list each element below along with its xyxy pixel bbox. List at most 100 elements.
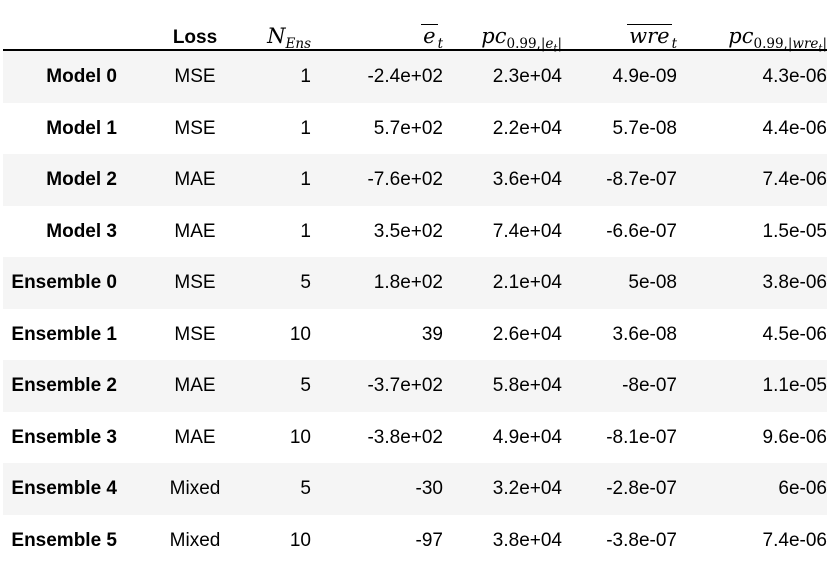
cell-mean-error: -2.4e+02 [367,66,443,88]
cell-mean-error: 39 [421,323,443,345]
cell-pc-error: 2.3e+04 [492,66,562,88]
table-row: Ensemble 5 Mixed 10 -97 3.8e+04 -3.8e-07… [3,515,827,567]
cell-pc-error: 2.2e+04 [492,117,562,139]
row-label: Model 3 [46,220,117,242]
row-label: Ensemble 5 [11,529,117,551]
pc-subscript: 0.99,|et| [506,36,563,55]
cell-n-ens: 5 [300,375,311,397]
cell-n-ens: 1 [300,169,311,191]
cell-mean-error: -3.7e+02 [367,375,443,397]
cell-n-ens: 1 [300,66,311,88]
cell-n-ens: 10 [289,323,311,345]
row-label: Ensemble 2 [11,375,117,397]
overline-bar: e [421,24,438,48]
pc-sub-suffix: | [822,36,827,53]
cell-pc-wre: 4.4e-06 [762,117,827,139]
table-row: Ensemble 1 MSE 10 39 2.6e+04 3.6e-08 4.5… [3,309,827,361]
pc-symbol: pc [728,24,754,48]
table-row: Model 3 MAE 1 3.5e+02 7.4e+04 -6.6e-07 1… [3,206,827,258]
cell-pc-error: 5.8e+04 [492,375,562,397]
cell-pc-wre: 1.1e-05 [762,375,827,397]
cell-mean-error: -30 [415,478,443,500]
cell-pc-wre: 4.3e-06 [762,66,827,88]
wre-symbol: wre [629,24,670,48]
row-label: Ensemble 3 [11,426,117,448]
cell-mean-wre: -2.8e-07 [606,478,677,500]
cell-mean-error: 3.5e+02 [373,220,443,242]
cell-pc-wre: 7.4e-06 [762,529,827,551]
cell-pc-error: 3.2e+04 [492,478,562,500]
pc-sub-prefix: 0.99,| [506,36,546,53]
cell-mean-wre: 4.9e-09 [612,66,677,88]
cell-pc-error: 3.8e+04 [492,529,562,551]
col-header-mean-wre: wre t [562,24,677,51]
cell-mean-error: -97 [415,529,443,551]
overline-bar: wre [627,24,672,48]
cell-loss: MSE [174,117,216,139]
cell-pc-error: 3.6e+04 [492,169,562,191]
cell-loss: MAE [174,169,216,191]
cell-loss: MAE [174,426,216,448]
cell-n-ens: 5 [300,272,311,294]
cell-loss: MSE [174,272,216,294]
cell-n-ens: 1 [300,117,311,139]
cell-mean-error: -7.6e+02 [367,169,443,191]
cell-mean-wre: 3.6e-08 [612,323,677,345]
table-row: Model 2 MAE 1 -7.6e+02 3.6e+04 -8.7e-07 … [3,154,827,206]
cell-mean-wre: 5e-08 [628,272,677,294]
cell-pc-wre: 9.6e-06 [762,426,827,448]
cell-n-ens: 10 [289,529,311,551]
e-symbol: e [423,24,436,48]
n-symbol: N [267,24,286,48]
row-label: Model 1 [46,117,117,139]
n-subscript: Ens [285,36,311,53]
pc-sub-suffix: | [557,36,562,53]
cell-pc-error: 2.1e+04 [492,272,562,294]
table-body: Model 0 MSE 1 -2.4e+02 2.3e+04 4.9e-09 4… [3,51,827,566]
cell-pc-error: 4.9e+04 [492,426,562,448]
table-row: Model 1 MSE 1 5.7e+02 2.2e+04 5.7e-08 4.… [3,103,827,155]
row-label: Ensemble 1 [11,323,117,345]
pc-subscript: 0.99,|wret| [753,36,828,54]
pc-sub-subscript: t [553,43,558,55]
cell-pc-wre: 1.5e-05 [762,220,827,242]
cell-mean-wre: -8.1e-07 [606,426,677,448]
table-row: Ensemble 4 Mixed 5 -30 3.2e+04 -2.8e-07 … [3,463,827,515]
cell-mean-wre: -3.8e-07 [606,529,677,551]
pc-sub-variable: wre [792,36,819,53]
table-row: Ensemble 3 MAE 10 -3.8e+02 4.9e+04 -8.1e… [3,412,827,464]
row-label: Ensemble 4 [11,478,117,500]
col-header-pc-wre: pc0.99,|wret| [677,24,828,55]
cell-pc-error: 7.4e+04 [492,220,562,242]
cell-n-ens: 1 [300,220,311,242]
pc-sub-prefix: 0.99,| [753,36,793,53]
row-label: Ensemble 0 [11,272,117,294]
cell-mean-error: 1.8e+02 [373,272,443,294]
cell-loss: Mixed [169,529,221,551]
cell-pc-wre: 6e-06 [778,478,827,500]
col-header-n-ens: NEns [250,24,313,51]
cell-mean-error: -3.8e+02 [367,426,443,448]
table-row: Model 0 MSE 1 -2.4e+02 2.3e+04 4.9e-09 4… [3,51,827,103]
cell-pc-wre: 4.5e-06 [762,323,827,345]
cell-loss: Mixed [169,478,221,500]
cell-loss: MAE [174,220,216,242]
cell-mean-wre: -8e-07 [622,375,677,397]
wre-subscript: t [671,36,677,53]
cell-n-ens: 10 [289,426,311,448]
cell-mean-wre: -8.7e-07 [606,169,677,191]
cell-loss: MSE [174,66,216,88]
table-row: Ensemble 2 MAE 5 -3.7e+02 5.8e+04 -8e-07… [3,360,827,412]
col-header-loss: Loss [172,27,218,48]
cell-pc-wre: 7.4e-06 [762,169,827,191]
cell-mean-wre: 5.7e-08 [612,117,677,139]
pc-sub-variable: e [545,36,554,53]
cell-pc-error: 2.6e+04 [492,323,562,345]
cell-n-ens: 5 [300,478,311,500]
cell-mean-wre: -6.6e-07 [606,220,677,242]
cell-mean-error: 5.7e+02 [373,117,443,139]
col-header-pc-error: pc0.99,|et| [443,26,563,55]
cell-loss: MSE [174,323,216,345]
